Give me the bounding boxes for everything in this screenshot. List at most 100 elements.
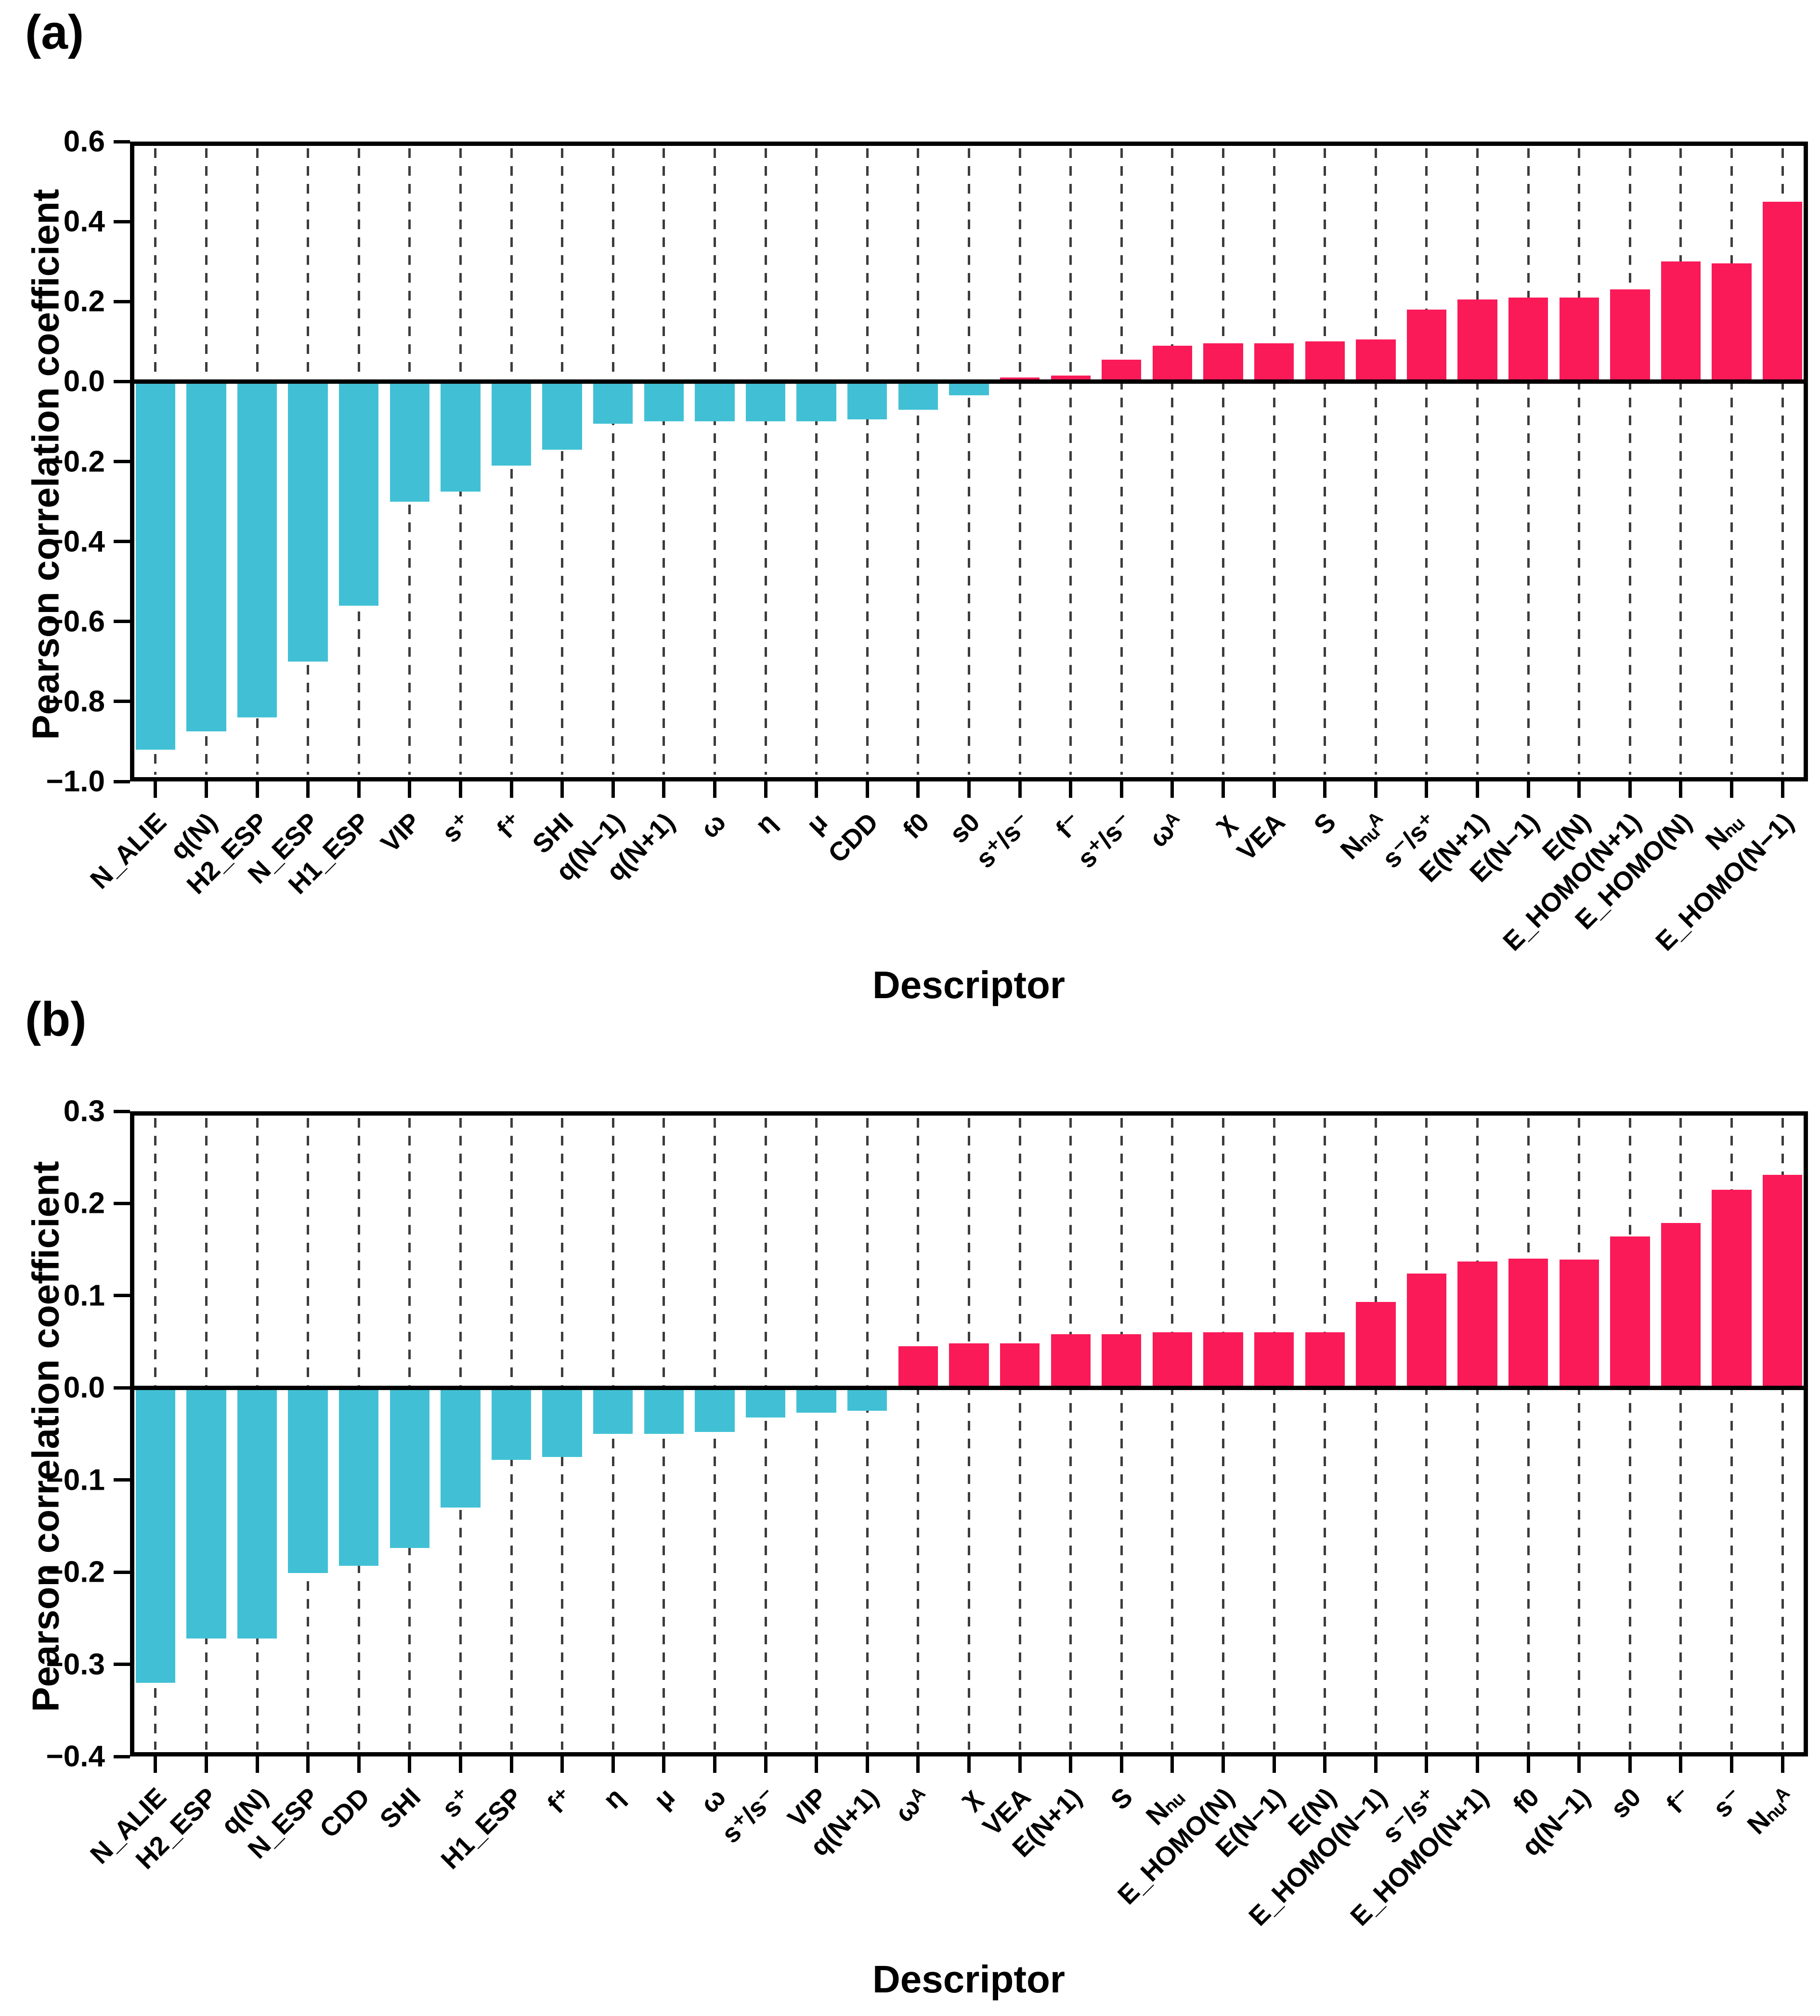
x-tick xyxy=(1577,781,1581,798)
bar-a-19 xyxy=(1102,359,1142,382)
y-tick xyxy=(114,780,130,783)
bar-b-17 xyxy=(1000,1343,1040,1388)
bar-b-18 xyxy=(1051,1334,1091,1388)
gridline xyxy=(1527,1118,1530,1750)
y-tick xyxy=(114,700,130,703)
x-tick-label: η xyxy=(750,806,782,840)
x-tick-label: ωᴬ xyxy=(888,1782,935,1828)
x-tick-label: ω xyxy=(694,1782,732,1819)
bar-b-3 xyxy=(288,1388,328,1574)
y-tick xyxy=(114,620,130,624)
bar-b-9 xyxy=(593,1388,633,1434)
x-tick-label: η xyxy=(597,1782,630,1815)
x-tick xyxy=(408,1756,412,1773)
x-tick xyxy=(509,781,513,798)
gridline xyxy=(1781,1118,1784,1750)
x-tick xyxy=(967,781,971,798)
y-tick-label: −0.6 xyxy=(46,605,105,638)
gridline xyxy=(866,148,869,775)
x-tick-label: VEA xyxy=(1231,806,1291,867)
x-tick xyxy=(306,781,310,798)
gridline xyxy=(815,1118,818,1750)
x-tick xyxy=(611,1756,615,1773)
x-tick xyxy=(306,1756,310,1773)
bar-b-27 xyxy=(1508,1259,1548,1388)
bar-a-11 xyxy=(695,381,735,422)
x-tick-label: s⁺/s⁻ xyxy=(1071,806,1138,874)
gridline xyxy=(561,148,564,775)
x-tick-label: ωᴬ xyxy=(1143,806,1189,853)
bar-b-29 xyxy=(1610,1236,1650,1388)
x-tick xyxy=(1526,1756,1530,1773)
bar-b-5 xyxy=(390,1388,429,1548)
x-tick xyxy=(865,781,869,798)
gridline xyxy=(1171,1118,1174,1750)
panel-a-plot-area: 0.6 0.4 0.2 0.0 −0.2 −0.4 −0.6 −0.8 −1.0 N_ALIE q(… xyxy=(46,125,1808,956)
x-tick xyxy=(611,781,615,798)
x-tick xyxy=(458,781,462,798)
x-tick xyxy=(357,781,361,798)
gridline xyxy=(1730,1118,1733,1750)
x-tick-label: f0 xyxy=(1507,1782,1545,1820)
gridline xyxy=(713,1118,716,1750)
gridline xyxy=(1374,148,1377,775)
x-tick xyxy=(1577,1756,1581,1773)
bar-a-28 xyxy=(1559,297,1599,382)
x-tick xyxy=(1781,781,1784,798)
x-tick xyxy=(1018,781,1022,798)
x-tick xyxy=(967,1756,971,1773)
gridline xyxy=(1476,1118,1479,1750)
gridline xyxy=(1069,1118,1072,1750)
gridline xyxy=(611,1118,614,1750)
gridline xyxy=(1425,148,1428,775)
x-tick xyxy=(1170,781,1174,798)
x-tick xyxy=(916,781,920,798)
panel-b-x-axis-title: Descriptor xyxy=(872,1958,1066,2001)
bar-a-7 xyxy=(491,381,532,466)
bar-a-6 xyxy=(441,381,481,492)
bar-a-8 xyxy=(542,381,582,450)
x-tick-label: μ xyxy=(800,806,833,840)
y-tick xyxy=(114,299,130,303)
x-tick xyxy=(1628,1756,1632,1773)
y-tick-label: 0.0 xyxy=(63,364,105,398)
gridline xyxy=(713,148,716,775)
gridline xyxy=(1628,148,1631,775)
panel-b-plot-area: 0.3 0.2 0.1 0.0 −0.1 −0.2 −0.3 −0.4 N_ALIE H2_ESP… xyxy=(46,1095,1808,1931)
y-tick-label: 0.4 xyxy=(63,205,105,238)
gridline xyxy=(1527,148,1530,775)
gridline xyxy=(764,148,767,775)
x-tick xyxy=(1069,781,1073,798)
bar-a-5 xyxy=(390,381,429,502)
gridline xyxy=(815,148,818,775)
bar-b-7 xyxy=(491,1388,532,1460)
x-tick xyxy=(1018,1756,1022,1773)
gridline xyxy=(1324,1118,1326,1750)
x-tick xyxy=(713,1756,716,1773)
bar-a-26 xyxy=(1457,299,1497,382)
x-tick-label: Nₙᵤᴬ xyxy=(1741,1782,1799,1840)
x-tick xyxy=(1323,781,1327,798)
x-tick xyxy=(815,1756,819,1773)
gridline xyxy=(1069,148,1072,775)
x-tick xyxy=(154,1756,157,1773)
gridline xyxy=(1120,1118,1123,1750)
gridline xyxy=(764,1118,767,1750)
bar-b-2 xyxy=(237,1388,277,1639)
x-tick xyxy=(1069,1756,1073,1773)
gridline xyxy=(663,1118,665,1750)
y-tick-label: −0.2 xyxy=(46,445,105,478)
gridline xyxy=(1324,148,1326,775)
y-tick-label: −0.8 xyxy=(46,685,105,718)
x-tick xyxy=(1323,1756,1327,1773)
x-tick xyxy=(1170,1756,1174,1773)
gridline xyxy=(917,1118,920,1750)
x-tick xyxy=(1425,781,1429,798)
bar-b-31 xyxy=(1712,1189,1752,1388)
gridline xyxy=(1679,1118,1682,1750)
x-tick xyxy=(1222,1756,1225,1773)
x-tick xyxy=(764,781,767,798)
gridline xyxy=(1273,1118,1275,1750)
x-tick-label: SHI xyxy=(374,1782,427,1834)
